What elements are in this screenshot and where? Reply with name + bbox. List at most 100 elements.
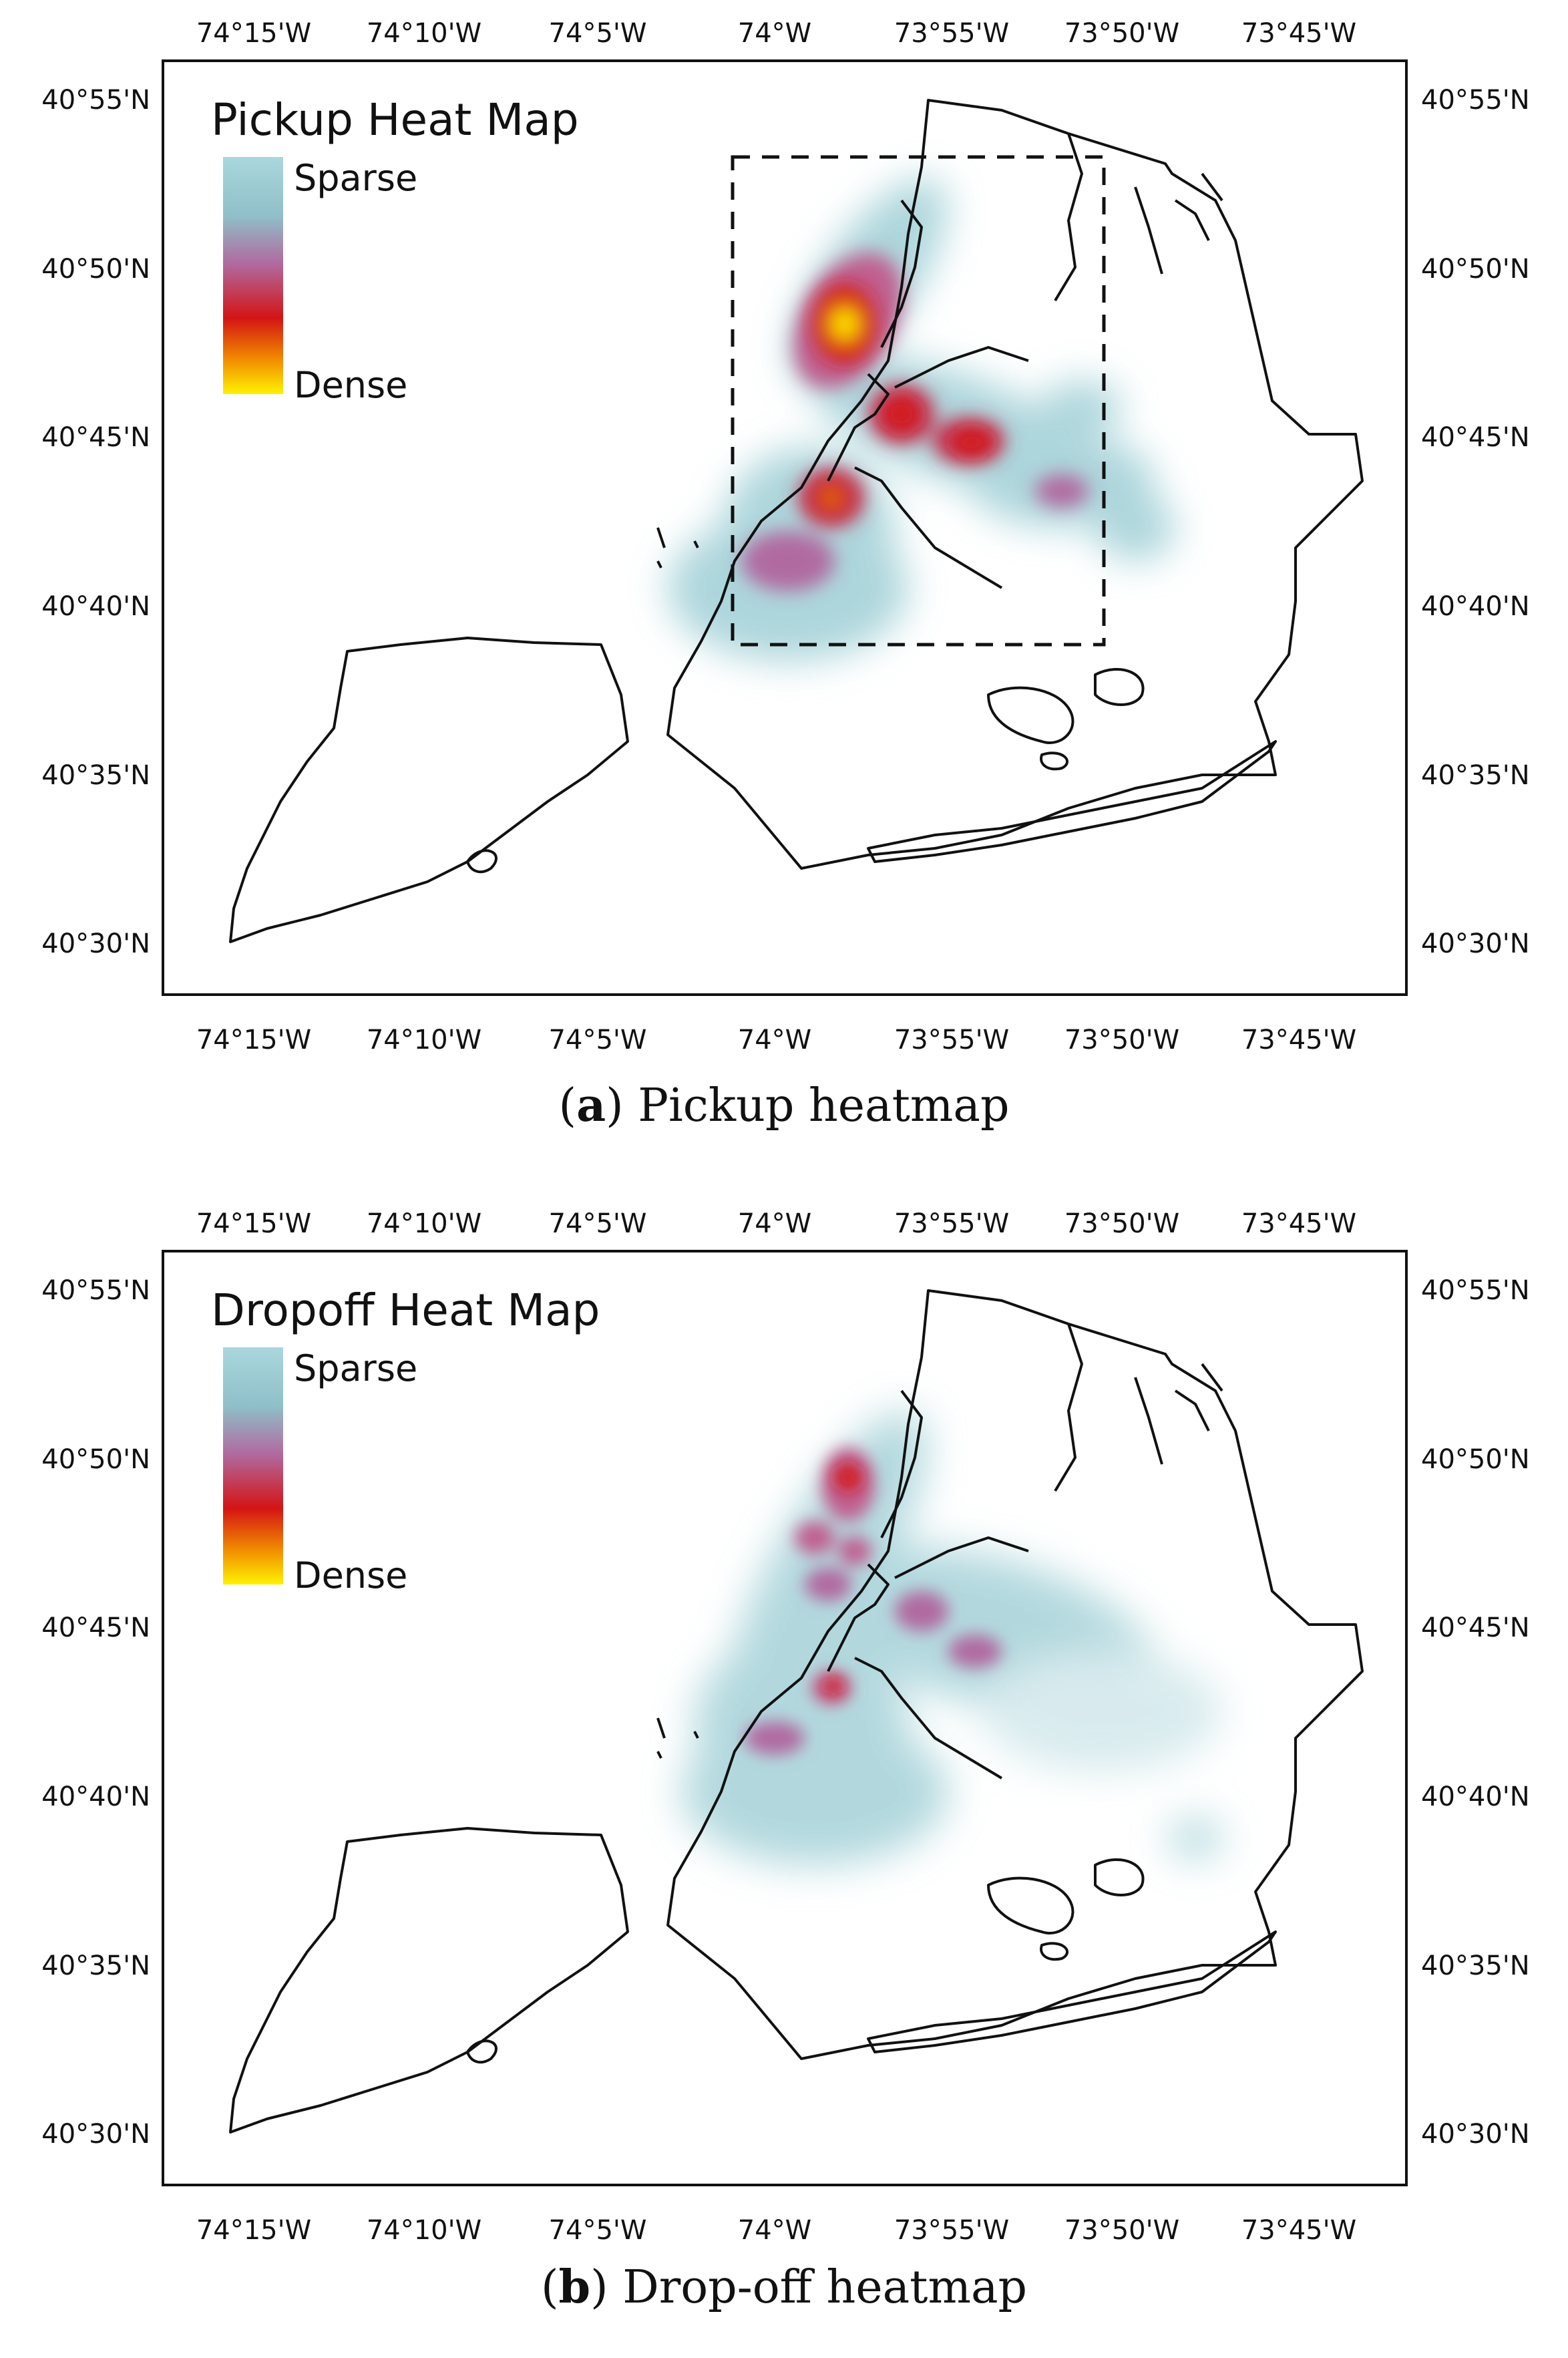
lat-label: 40°50'N [41, 254, 150, 285]
lat-label: 40°45'N [1421, 422, 1530, 453]
lat-label: 40°45'N [41, 1613, 150, 1643]
lat-label: 40°35'N [41, 1951, 150, 1981]
staten-island-hook [466, 2039, 498, 2064]
legend-sparse-label: Sparse [294, 1347, 417, 1389]
lat-label: 40°40'N [41, 591, 150, 622]
lat-label: 40°50'N [1421, 254, 1530, 285]
bottom-longitude-labels: 74°15'W 74°10'W 74°5'W 74°W 73°55'W 73°5… [196, 2215, 1356, 2246]
lat-label: 40°45'N [41, 422, 150, 453]
top-longitude-labels: 74°15'W 74°10'W 74°5'W 74°W 73°55'W 73°5… [196, 18, 1356, 49]
caption-pickup: (a) Pickup heatmap [558, 1079, 1010, 1132]
lat-label: 40°30'N [41, 2119, 150, 2150]
jamaica-bay-islands [1040, 668, 1145, 771]
panel-dropoff: Dropoff Heat Map Sparse Dense 74°15'W 74… [0, 1190, 1568, 2358]
staten-island-outline [229, 1827, 629, 2134]
bottom-longitude-labels: 74°15'W 74°10'W 74°5'W 74°W 73°55'W 73°5… [196, 1025, 1356, 1055]
lat-label: 40°35'N [1421, 760, 1530, 791]
harlem-river [880, 1389, 923, 1538]
lat-label: 40°50'N [1421, 1444, 1530, 1475]
lon-label: 74°W [738, 1208, 811, 1239]
jamaica-bay-inner [987, 1876, 1074, 1934]
left-latitude-labels: 40°55'N 40°50'N 40°45'N 40°40'N 40°35'N … [41, 85, 150, 959]
lon-label: 74°5'W [549, 1025, 647, 1055]
harlem-river [880, 199, 923, 348]
lon-label: 74°15'W [196, 1208, 311, 1239]
lon-label: 74°15'W [196, 18, 311, 49]
newtown-creek [854, 466, 1003, 589]
left-latitude-labels: 40°55'N 40°50'N 40°45'N 40°40'N 40°35'N … [41, 1275, 150, 2150]
lat-label: 40°55'N [1421, 1275, 1530, 1306]
small-islands [656, 172, 1223, 568]
right-latitude-labels: 40°55'N 40°50'N 40°45'N 40°40'N 40°35'N … [1421, 1275, 1530, 2150]
lon-label: 74°W [738, 1025, 811, 1055]
manhattan-east-river [827, 1536, 1029, 1672]
legend: Pickup Heat Map Sparse Dense [211, 94, 579, 406]
top-longitude-labels: 74°15'W 74°10'W 74°5'W 74°W 73°55'W 73°5… [196, 1208, 1356, 1239]
lat-label: 40°35'N [41, 760, 150, 791]
lon-label: 73°45'W [1241, 18, 1356, 49]
jamaica-bay-islands [1040, 1858, 1145, 1961]
lon-label: 73°45'W [1241, 2215, 1356, 2246]
caption-dropoff: (b) Drop-off heatmap [540, 2260, 1028, 2314]
lon-label: 73°50'W [1064, 2215, 1179, 2246]
lon-label: 74°W [738, 2215, 811, 2246]
lon-label: 73°55'W [894, 1208, 1009, 1239]
small-islands [656, 1363, 1223, 1759]
legend-title: Dropoff Heat Map [211, 1285, 600, 1336]
lon-label: 74°10'W [367, 2215, 481, 2246]
region-of-interest-box [731, 155, 1106, 647]
lon-label: 74°15'W [196, 2215, 311, 2246]
map-frame [162, 59, 1408, 996]
newtown-creek [854, 1657, 1003, 1780]
right-latitude-labels: 40°55'N 40°50'N 40°45'N 40°40'N 40°35'N … [1421, 85, 1530, 959]
lon-label: 73°55'W [894, 18, 1009, 49]
caption-letter: b [558, 2260, 591, 2314]
lon-label: 73°50'W [1064, 1208, 1179, 1239]
coastline-outlines [229, 99, 1364, 943]
lat-label: 40°40'N [1421, 1782, 1530, 1812]
staten-island-outline [229, 637, 629, 943]
lon-label: 73°50'W [1064, 1025, 1179, 1055]
legend-title: Pickup Heat Map [211, 94, 579, 146]
lon-label: 74°15'W [196, 1025, 311, 1055]
lat-label: 40°55'N [41, 85, 150, 116]
lon-label: 73°50'W [1064, 18, 1179, 49]
caption-text: Drop-off heatmap [622, 2261, 1028, 2314]
rockaway-outline [867, 740, 1277, 863]
lat-label: 40°45'N [1421, 1613, 1530, 1643]
lon-label: 73°55'W [894, 2215, 1009, 2246]
coastline-outlines [229, 1289, 1364, 2134]
lat-label: 40°40'N [41, 1782, 150, 1812]
dropoff-map: Dropoff Heat Map Sparse Dense 74°15'W 74… [41, 1208, 1530, 2246]
manhattan-east-river [827, 346, 1029, 482]
lon-label: 73°45'W [1241, 1208, 1356, 1239]
lon-label: 73°45'W [1241, 1025, 1356, 1055]
bronx-shore [1054, 133, 1163, 302]
caption-letter: a [576, 1079, 606, 1132]
lon-label: 73°55'W [894, 1025, 1009, 1055]
legend-sparse-label: Sparse [294, 157, 417, 199]
lon-label: 74°10'W [367, 18, 481, 49]
lat-label: 40°30'N [1421, 2119, 1530, 2150]
legend-colorbar [223, 157, 283, 394]
lat-label: 40°30'N [41, 929, 150, 959]
lon-label: 74°W [738, 18, 811, 49]
lon-label: 74°5'W [549, 1208, 647, 1239]
staten-island-hook [466, 849, 498, 874]
lon-label: 74°5'W [549, 2215, 647, 2246]
lat-label: 40°40'N [1421, 591, 1530, 622]
lon-label: 74°5'W [549, 18, 647, 49]
bronx-manhattan-queens-brooklyn-outline [666, 1289, 1364, 2060]
lat-label: 40°30'N [1421, 929, 1530, 959]
lon-label: 74°10'W [367, 1208, 481, 1239]
dropoff-heat-layer [681, 1411, 1222, 1865]
map-frame [162, 1250, 1408, 2186]
jamaica-bay-inner [987, 686, 1074, 744]
caption-text: Pickup heatmap [638, 1079, 1010, 1132]
bronx-manhattan-queens-brooklyn-outline [666, 99, 1364, 870]
lat-label: 40°55'N [41, 1275, 150, 1306]
pickup-map: Pickup Heat Map Sparse Dense 74°15'W 74°… [41, 18, 1530, 1055]
legend-colorbar [223, 1347, 283, 1584]
legend-dense-label: Dense [294, 364, 407, 406]
lat-label: 40°35'N [1421, 1951, 1530, 1981]
